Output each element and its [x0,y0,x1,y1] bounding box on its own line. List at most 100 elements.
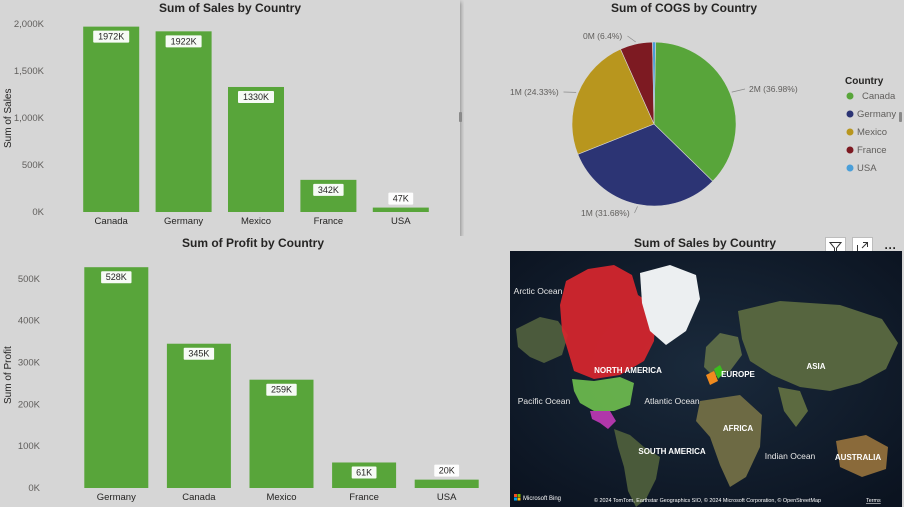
y-tick-label: 0K [28,483,40,494]
map-title: Sum of Sales by Country [633,236,777,250]
slice-label: 1M (24.33%) [510,87,559,97]
x-tick-label: USA [437,492,457,503]
data-label: 61K [356,467,372,477]
legend-item-canada[interactable]: Canada [862,91,896,102]
data-label-box [388,192,414,205]
y-tick-label: 500K [18,274,41,285]
resize-handle[interactable] [459,112,462,122]
slice-label: 0M (6.4%) [583,31,622,41]
legend-item-mexico[interactable]: Mexico [857,127,887,138]
map-copyright: © 2024 TomTom, Earthstar Geographics SIO… [594,497,821,504]
x-tick-label: Germany [164,216,203,227]
map-label-atlantic: Atlantic Ocean [644,396,700,406]
france-region[interactable] [706,371,718,385]
bar-canada[interactable] [166,343,231,488]
data-label-box [101,271,132,284]
data-label: 1330K [243,92,269,102]
y-tick-label: 400K [18,316,41,327]
y-tick-label: 1,000K [14,113,45,124]
data-label: 1972K [98,32,124,42]
slice-label: 1M (31.68%) [581,208,630,218]
map-label-pacific: Pacific Ocean [518,396,571,406]
bar-mexico[interactable] [249,379,314,488]
data-label-box [266,383,297,396]
data-label-box [313,183,344,196]
y-tick-label: 200K [18,399,41,410]
data-label-box [183,347,215,360]
pie-slice-germany[interactable] [577,123,714,207]
x-tick-label: Mexico [241,216,271,227]
map-label-south-america: SOUTH AMERICA [638,447,705,456]
x-tick-label: Germany [97,492,136,503]
bar-usa[interactable] [372,207,429,212]
legend-marker [846,110,854,118]
y-tick-label: 300K [18,358,41,369]
map-label-north-america: NORTH AMERICA [594,366,662,375]
y-tick-label: 2,000K [14,19,45,30]
data-label-box [165,35,202,48]
profit-by-country-visual[interactable]: Sum of Profit by Country Sum of Profit 0… [0,236,506,507]
y-tick-label: 500K [22,160,45,171]
y-tick-label: 1,500K [14,66,45,77]
legend-item-usa[interactable]: USA [857,163,877,174]
data-label: 47K [393,194,409,204]
cogs-by-country-visual[interactable]: Sum of COGS by Country 2M (36.98%) 1M (31… [464,0,904,236]
usa-region[interactable] [572,377,634,411]
legend-marker [846,164,854,172]
data-label: 1922K [171,36,197,46]
map-label-europe: EUROPE [721,370,755,379]
cogs-pie-chart: 2M (36.98%) 1M (31.68%) 1M (24.33%) 0M (6.4… [510,31,896,218]
sales-chart-title: Sum of Sales by Country [158,1,302,15]
slice-label: 2M (36.98%) [749,84,798,94]
world-map[interactable]: Arctic Ocean NORTH AMERICA EUROPE ASIA P… [510,251,902,507]
map-label-australia: AUSTRALIA [835,453,881,462]
sales-by-country-visual[interactable]: Sum of Sales by Country Sum of Sales 0K 5… [0,0,460,236]
x-tick-label: France [314,216,344,227]
y-tick-label: 100K [18,441,41,452]
pie-slice-mexico[interactable] [571,48,655,155]
sales-bar-chart: 0K 500K 1,000K 1,500K 2,000K 1972K Canada 1922K… [14,19,429,227]
legend-item-germany[interactable]: Germany [857,109,896,120]
data-label-box [238,90,274,103]
legend-title: Country [845,76,884,87]
map-terms-link[interactable]: Terms [866,498,881,504]
slice-leader-line [731,88,746,93]
legend-marker [846,146,854,154]
resize-handle-right[interactable] [899,112,902,122]
data-label-box [93,30,130,43]
bar-usa[interactable] [414,479,479,488]
slice-leader-line [634,206,638,214]
y-tick-label: 0K [32,207,44,218]
x-tick-label: USA [391,216,411,227]
slice-leader-line [627,35,636,43]
legend-item-france[interactable]: France [857,145,887,156]
bar-mexico[interactable] [228,86,284,212]
pie-slice-canada[interactable] [653,41,737,182]
x-tick-label: Canada [182,492,216,503]
x-tick-label: Mexico [266,492,296,503]
mexico-region[interactable] [590,411,616,429]
profit-bar-chart: 0K 100K 200K 300K 400K 500K 528K Germany 345K Can… [18,267,479,503]
bar-germany[interactable] [155,31,212,212]
bar-germany[interactable] [84,267,149,488]
bar-canada[interactable] [83,26,140,212]
profit-chart-title: Sum of Profit by Country [182,236,324,250]
data-label-box [434,464,460,477]
data-label: 528K [106,272,127,282]
x-tick-label: France [349,492,379,503]
germany-region[interactable] [714,365,724,379]
data-label: 259K [271,385,292,395]
x-tick-label: Canada [95,216,129,227]
data-label-box [351,466,377,479]
canada-region[interactable] [560,265,656,379]
data-label: 342K [318,185,339,195]
map-label-africa: AFRICA [723,424,753,433]
legend-marker [846,128,854,136]
map-label-asia: ASIA [806,362,825,371]
pie-slice-usa[interactable] [652,41,656,125]
map-label-indian: Indian Ocean [765,451,816,461]
bing-logo: Microsoft Bing [523,496,561,502]
cogs-chart-title: Sum of COGS by Country [610,1,757,15]
data-label: 20K [439,466,455,476]
legend-marker [846,92,854,100]
